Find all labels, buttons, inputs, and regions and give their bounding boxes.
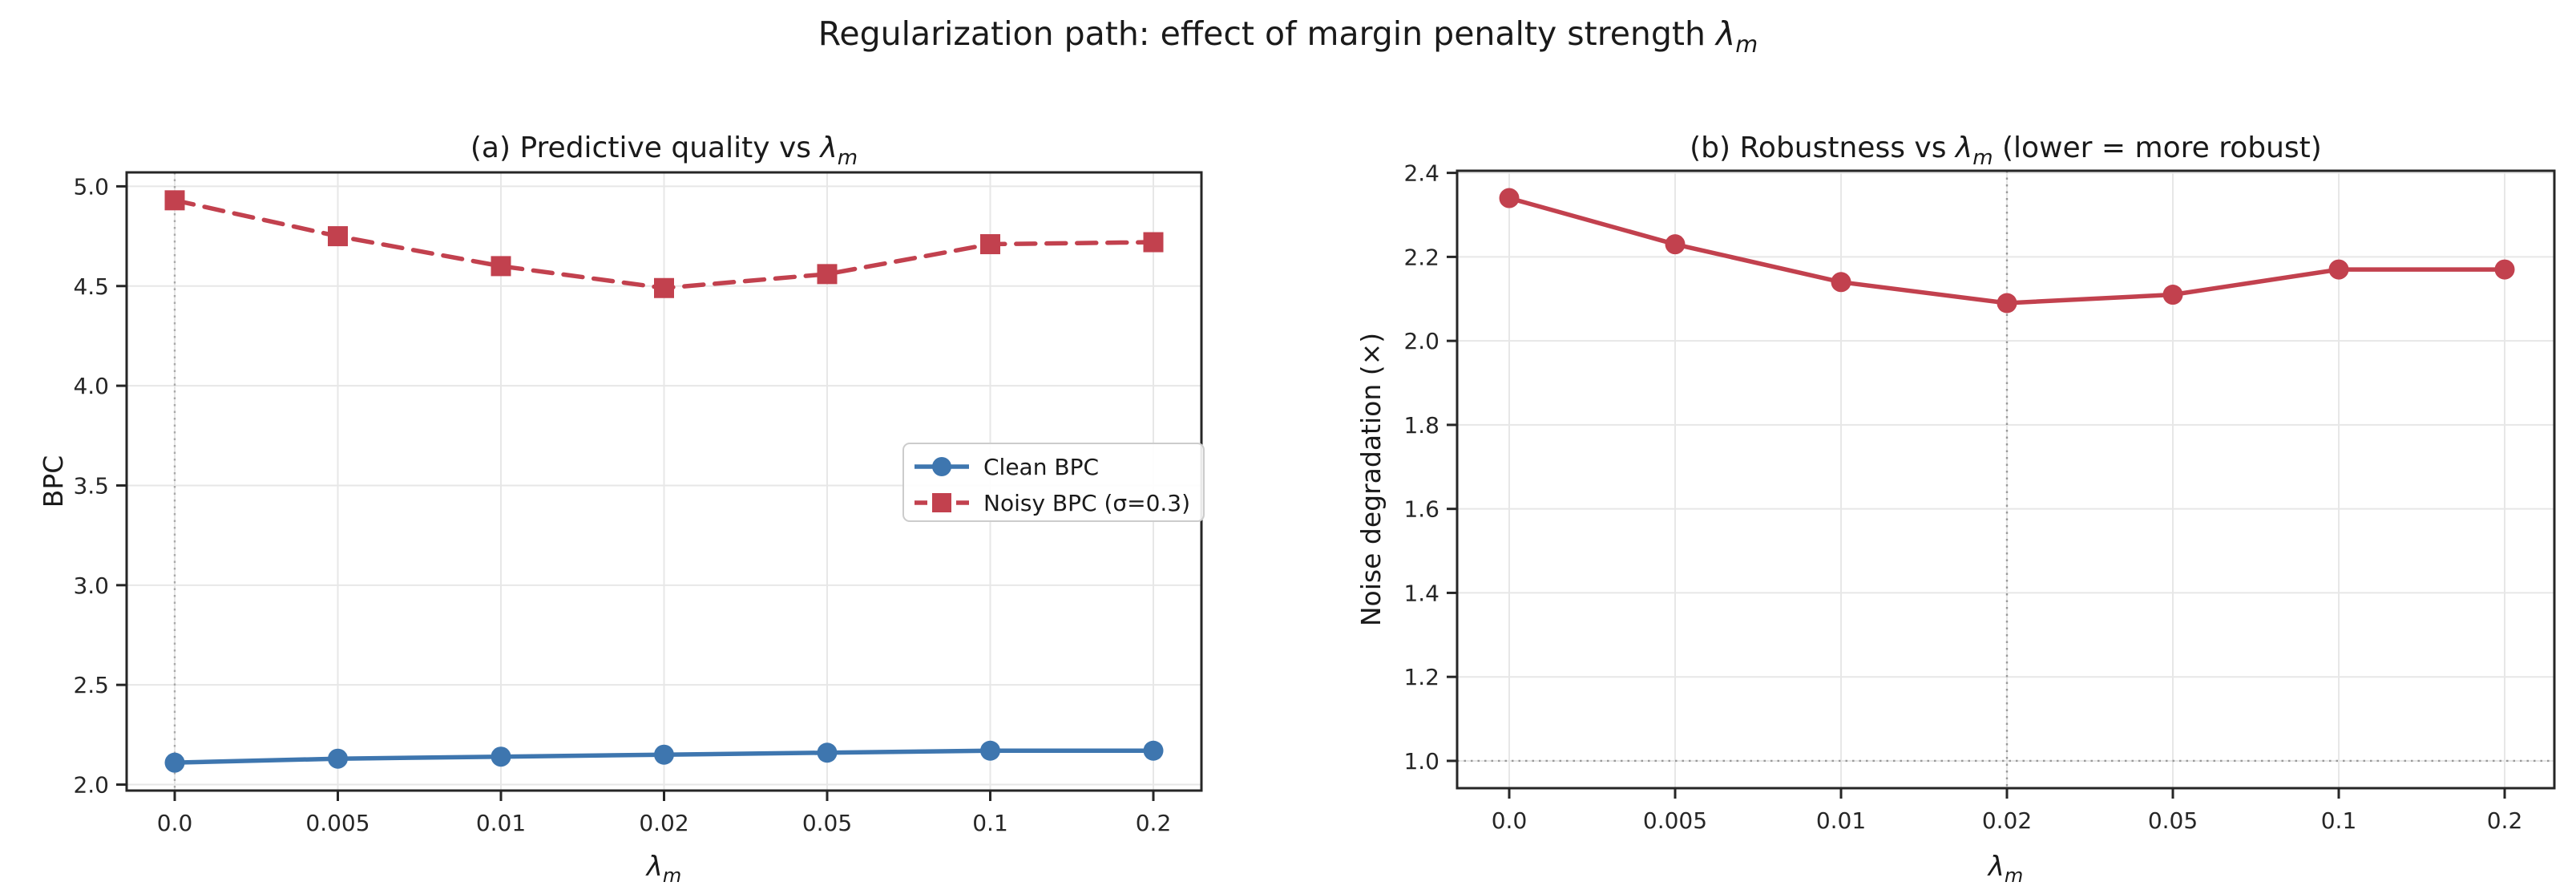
data-point bbox=[1143, 232, 1164, 253]
lambda-symbol: λ bbox=[1716, 14, 1736, 53]
y-tick-label: 2.0 bbox=[73, 772, 109, 799]
panel-b-title: (b) Robustness vs λm (lower = more robus… bbox=[1690, 131, 2322, 170]
x-tick-label: 0.0 bbox=[157, 810, 193, 836]
y-tick-label: 4.5 bbox=[73, 273, 109, 300]
legend-label: Clean BPC bbox=[983, 454, 1099, 480]
x-tick-label: 0.02 bbox=[639, 810, 688, 836]
legend-sample-marker bbox=[932, 457, 951, 476]
y-tick-label: 5.0 bbox=[73, 173, 109, 200]
x-axis-label: λm bbox=[1987, 851, 2024, 887]
y-tick-label: 2.0 bbox=[1403, 328, 1439, 354]
axis-ticks bbox=[1447, 172, 2506, 799]
x-tick-label: 0.01 bbox=[476, 810, 526, 836]
x-tick-label: 0.1 bbox=[2321, 807, 2357, 834]
y-tick-label: 1.0 bbox=[1403, 748, 1439, 775]
grid bbox=[1457, 171, 2554, 788]
y-tick-label: 3.5 bbox=[73, 472, 109, 499]
x-tick-label: 0.2 bbox=[1136, 810, 1172, 836]
x-tick-label: 0.05 bbox=[802, 810, 852, 836]
y-tick-label: 1.2 bbox=[1403, 664, 1439, 690]
y-tick-label: 1.6 bbox=[1403, 496, 1439, 523]
x-axis-label: λm bbox=[645, 851, 682, 887]
data-point bbox=[654, 277, 674, 298]
y-tick-label: 4.0 bbox=[73, 373, 109, 399]
text-part: m bbox=[1972, 146, 1993, 170]
text-part: λ bbox=[1987, 851, 2005, 883]
x-tick-label: 0.02 bbox=[1982, 807, 2032, 834]
x-tick-label: 0.01 bbox=[1816, 807, 1866, 834]
axis-tick-labels: 0.0 0.005 0.01 0.02 0.05 0.1 0.2 2.0 2.5 3.0 3.5 4.… bbox=[73, 173, 1171, 836]
series-points bbox=[1499, 188, 2515, 314]
legend-sample-marker bbox=[932, 493, 951, 512]
text-part: λ bbox=[645, 851, 663, 883]
text-part: (lower = more robust) bbox=[1993, 131, 2322, 164]
x-tick-label: 0.005 bbox=[1643, 807, 1707, 834]
series-points bbox=[164, 740, 1164, 773]
data-point bbox=[491, 256, 511, 277]
y-tick-label: 1.8 bbox=[1403, 412, 1439, 439]
y-tick-label: 2.4 bbox=[1403, 160, 1439, 187]
data-point bbox=[164, 190, 185, 211]
data-point bbox=[1143, 740, 1164, 761]
data-point bbox=[2162, 285, 2183, 305]
panel-b: 0.0 0.005 0.01 0.02 0.05 0.1 0.2 1.0 1.2 1.4 1.6 1.… bbox=[1355, 131, 2556, 887]
figure-title: Regularization path: effect of margin pe… bbox=[0, 14, 2576, 58]
data-point bbox=[328, 748, 348, 769]
panel-a-title: (a) Predictive quality vs λm bbox=[470, 131, 858, 170]
data-point bbox=[1997, 293, 2017, 314]
data-point bbox=[817, 264, 838, 285]
y-tick-label: 2.2 bbox=[1403, 244, 1439, 270]
data-point bbox=[491, 746, 511, 767]
y-axis-label: Noise degradation (×) bbox=[1355, 333, 1387, 626]
data-point bbox=[164, 752, 185, 773]
x-tick-label: 0.0 bbox=[1492, 807, 1528, 834]
lambda-subscript: m bbox=[1735, 30, 1758, 59]
data-point bbox=[654, 744, 674, 765]
data-point bbox=[1499, 188, 1520, 208]
panel-a: 0.0 0.005 0.01 0.02 0.05 0.1 0.2 2.0 2.5 3.0 3.5 4.… bbox=[38, 131, 1205, 887]
x-tick-label: 0.05 bbox=[2148, 807, 2198, 834]
y-tick-label: 1.4 bbox=[1403, 580, 1439, 606]
text-part: (b) Robustness vs bbox=[1690, 131, 1956, 164]
axes-spines bbox=[1456, 169, 2556, 790]
text-part: (a) Predictive quality vs bbox=[470, 131, 821, 164]
figure-title-text: Regularization path: effect of margin pe… bbox=[818, 14, 1717, 53]
axis-ticks bbox=[116, 184, 1155, 801]
y-axis-label: BPC bbox=[38, 455, 69, 508]
text-part: λ bbox=[818, 131, 837, 164]
x-tick-label: 0.005 bbox=[305, 810, 369, 836]
text-part: m bbox=[663, 864, 681, 887]
legend: Clean BPC Noisy BPC (σ=0.3) bbox=[902, 443, 1205, 522]
data-point bbox=[1831, 272, 1851, 293]
x-tick-label: 0.1 bbox=[972, 810, 1008, 836]
data-point bbox=[1665, 234, 1686, 255]
text-part: m bbox=[838, 146, 858, 170]
data-point bbox=[2494, 259, 2515, 280]
series-points bbox=[164, 190, 1164, 298]
text-part: λ bbox=[1954, 131, 1972, 164]
data-point bbox=[817, 742, 838, 763]
y-tick-label: 2.5 bbox=[73, 672, 109, 698]
data-point bbox=[980, 234, 1000, 255]
text-part: m bbox=[2005, 864, 2023, 887]
legend-label: Noisy BPC (σ=0.3) bbox=[983, 490, 1190, 516]
data-point bbox=[980, 740, 1000, 761]
data-point bbox=[328, 226, 348, 247]
axis-tick-labels: 0.0 0.005 0.01 0.02 0.05 0.1 0.2 1.0 1.2 1.4 1.6 1.… bbox=[1403, 160, 2522, 834]
x-tick-label: 0.2 bbox=[2487, 807, 2523, 834]
legend-box bbox=[902, 443, 1205, 522]
data-point bbox=[2328, 259, 2349, 280]
y-tick-label: 3.0 bbox=[73, 572, 109, 599]
